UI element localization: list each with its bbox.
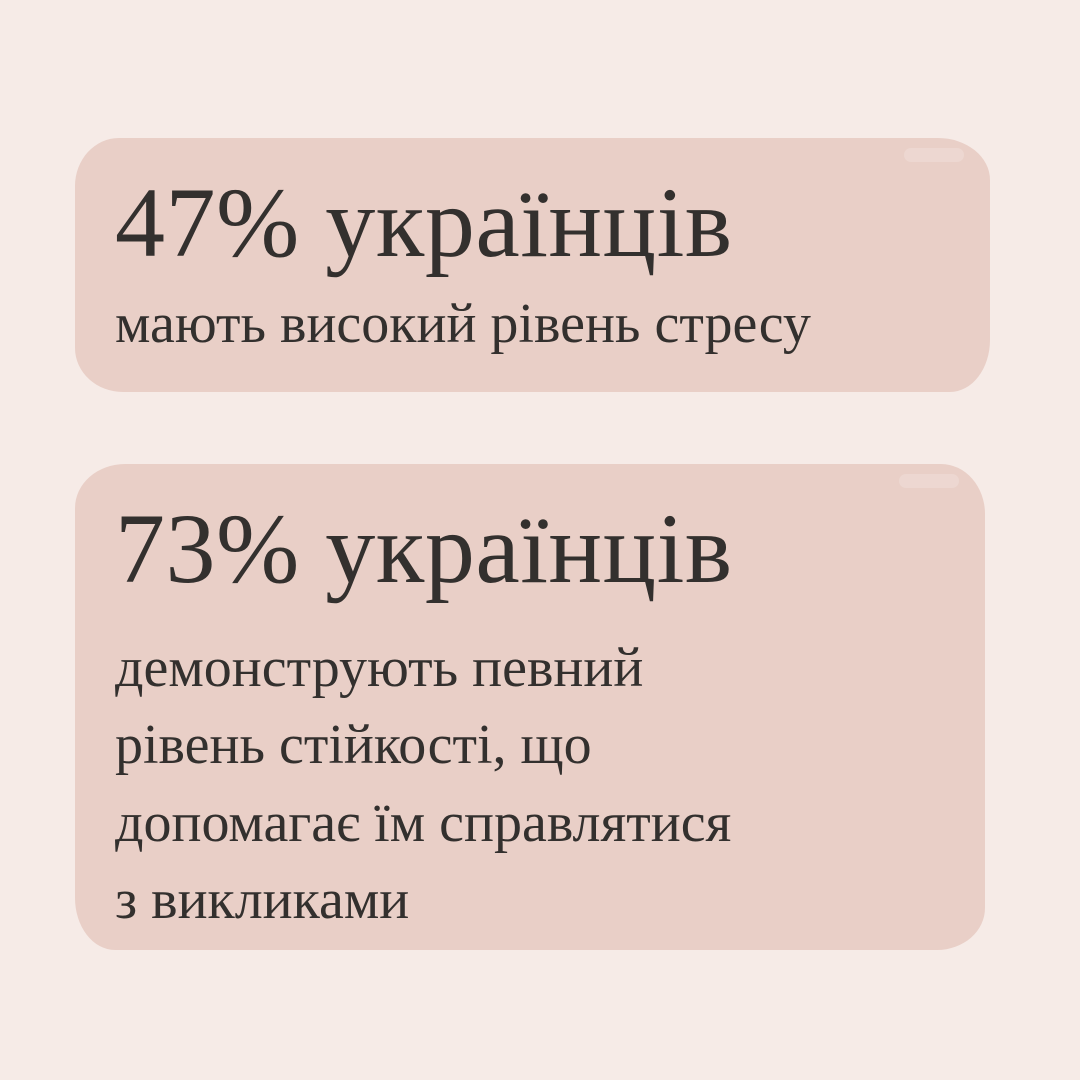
stat-headline-stress: 47% українців [115,167,733,278]
stat-description-line: мають високий рівень стресу [115,293,811,355]
stat-description-line: рівень стійкості, що [115,714,592,777]
stat-description-stress: мають високий рівень стресу [115,286,950,363]
stat-headline-resilience: 73% українців [115,493,733,604]
stat-description-line: допомагає їм справлятися [115,791,732,854]
stat-card-stress: 47% українців мають високий рівень стрес… [75,138,990,392]
stat-card-resilience: 73% українців демонструють певний рівень… [75,464,985,950]
stat-description-line: з викликами [115,868,410,931]
stat-description-line: демонструють певний [115,637,644,699]
stat-description-resilience: демонструють певний рівень стійкості, що… [115,630,945,939]
